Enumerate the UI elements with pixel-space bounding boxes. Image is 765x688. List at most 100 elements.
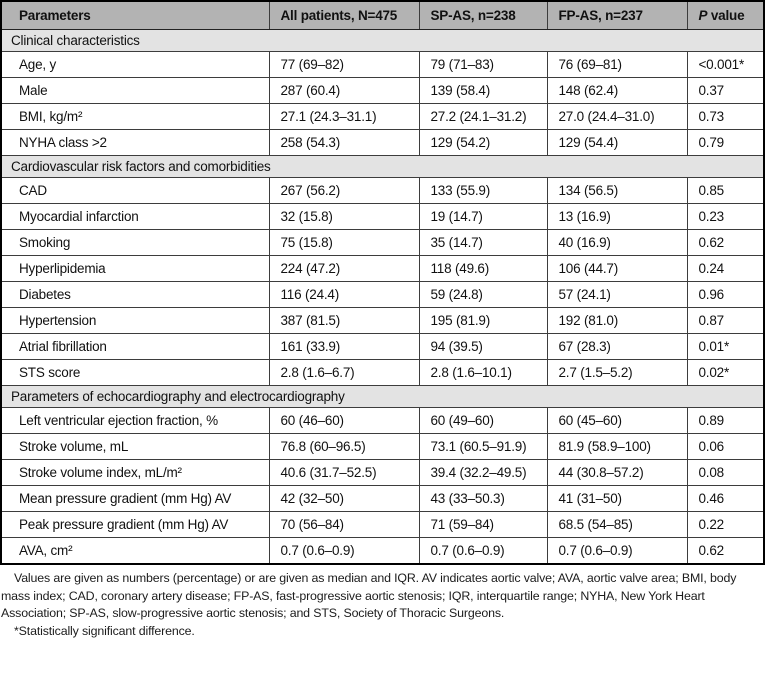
section-header-label: Clinical characteristics: [0, 29, 765, 52]
parameter-cell: AVA, cm²: [0, 537, 270, 565]
section-header-label: Parameters of echocardiography and elect…: [0, 385, 765, 408]
value-cell: 42 (32–50): [268, 485, 420, 512]
value-cell: 134 (56.5): [546, 177, 688, 204]
value-cell: 81.9 (58.9–100): [546, 433, 688, 460]
value-cell: 27.0 (24.4–31.0): [546, 103, 688, 130]
table-row: Hyperlipidemia 224 (47.2) 118 (49.6) 106 (4…: [0, 255, 765, 282]
value-cell: 0.73: [686, 103, 765, 130]
table-row: AVA, cm² 0.7 (0.6–0.9) 0.7 (0.6–0.9) 0.7 (0…: [0, 537, 765, 565]
value-cell: 41 (31–50): [546, 485, 688, 512]
value-cell: 67 (28.3): [546, 333, 688, 360]
value-cell: 19 (14.7): [418, 203, 548, 230]
value-cell: 70 (56–84): [268, 511, 420, 538]
parameter-cell: Hypertension: [0, 307, 270, 334]
value-cell: 57 (24.1): [546, 281, 688, 308]
value-cell: 192 (81.0): [546, 307, 688, 334]
value-cell: 60 (49–60): [418, 407, 548, 434]
table-footnotes: Values are given as numbers (percentage)…: [0, 565, 765, 640]
value-cell: 118 (49.6): [418, 255, 548, 282]
parameter-cell: Myocardial infarction: [0, 203, 270, 230]
value-cell: 129 (54.2): [418, 129, 548, 156]
value-cell: 0.06: [686, 433, 765, 460]
value-cell: 59 (24.8): [418, 281, 548, 308]
value-cell: 73.1 (60.5–91.9): [418, 433, 548, 460]
value-cell: 0.7 (0.6–0.9): [546, 537, 688, 565]
value-cell: 139 (58.4): [418, 77, 548, 104]
table-row: CAD 267 (56.2) 133 (55.9) 134 (56.5) 0.85: [0, 177, 765, 204]
footnote-general: Values are given as numbers (percentage)…: [1, 571, 737, 620]
table-row: Hypertension 387 (81.5) 195 (81.9) 192 (81.…: [0, 307, 765, 334]
value-cell: 0.7 (0.6–0.9): [268, 537, 420, 565]
value-cell: 0.62: [686, 537, 765, 565]
parameter-cell: Left ventricular ejection fraction, %: [0, 407, 270, 434]
parameter-cell: Hyperlipidemia: [0, 255, 270, 282]
parameter-cell: Stroke volume, mL: [0, 433, 270, 460]
value-cell: 2.8 (1.6–6.7): [268, 359, 420, 386]
value-cell: 129 (54.4): [546, 129, 688, 156]
table-row: NYHA class >2 258 (54.3) 129 (54.2) 129 (54…: [0, 129, 765, 156]
value-cell: 0.87: [686, 307, 765, 334]
value-cell: 39.4 (32.2–49.5): [418, 459, 548, 486]
value-cell: 76 (69–81): [546, 51, 688, 78]
value-cell: 0.08: [686, 459, 765, 486]
parameter-cell: Mean pressure gradient (mm Hg) AV: [0, 485, 270, 512]
footnote-significance: *Statistically significant difference.: [14, 623, 195, 638]
table-row: Stroke volume index, mL/m² 40.6 (31.7–52.…: [0, 459, 765, 486]
baseline-characteristics-table: Parameters All patients, N=475 SP-AS, n=…: [0, 0, 765, 565]
parameter-cell: Peak pressure gradient (mm Hg) AV: [0, 511, 270, 538]
p-value-rest: value: [707, 8, 745, 23]
section-header-row: Clinical characteristics: [0, 29, 765, 52]
value-cell: 27.2 (24.1–31.2): [418, 103, 548, 130]
value-cell: 43 (33–50.3): [418, 485, 548, 512]
value-cell: 287 (60.4): [268, 77, 420, 104]
table-row: Atrial fibrillation 161 (33.9) 94 (39.5) 67…: [0, 333, 765, 360]
value-cell: 2.8 (1.6–10.1): [418, 359, 548, 386]
value-cell: 77 (69–82): [268, 51, 420, 78]
value-cell: 60 (45–60): [546, 407, 688, 434]
value-cell: 0.96: [686, 281, 765, 308]
value-cell: 94 (39.5): [418, 333, 548, 360]
value-cell: 75 (15.8): [268, 229, 420, 256]
value-cell: 0.23: [686, 203, 765, 230]
parameter-cell: Male: [0, 77, 270, 104]
table-row: STS score 2.8 (1.6–6.7) 2.8 (1.6–10.1) 2.7 …: [0, 359, 765, 386]
table-row: Stroke volume, mL 76.8 (60–96.5) 73.1 (60.…: [0, 433, 765, 460]
parameter-cell: Stroke volume index, mL/m²: [0, 459, 270, 486]
value-cell: 71 (59–84): [418, 511, 548, 538]
parameter-cell: Atrial fibrillation: [0, 333, 270, 360]
parameter-cell: STS score: [0, 359, 270, 386]
value-cell: 2.7 (1.5–5.2): [546, 359, 688, 386]
value-cell: 0.24: [686, 255, 765, 282]
table-row: Peak pressure gradient (mm Hg) AV 70 (56–…: [0, 511, 765, 538]
table-row: Male 287 (60.4) 139 (58.4) 148 (62.4) 0.37: [0, 77, 765, 104]
value-cell: 40 (16.9): [546, 229, 688, 256]
value-cell: <0.001*: [686, 51, 765, 78]
section-header-row: Cardiovascular risk factors and comorbid…: [0, 155, 765, 178]
parameter-cell: Smoking: [0, 229, 270, 256]
parameter-cell: Diabetes: [0, 281, 270, 308]
table-header: Parameters All patients, N=475 SP-AS, n=…: [0, 0, 765, 30]
p-value-italic-letter: P: [698, 8, 708, 23]
value-cell: 76.8 (60–96.5): [268, 433, 420, 460]
value-cell: 224 (47.2): [268, 255, 420, 282]
value-cell: 0.79: [686, 129, 765, 156]
table-row: Left ventricular ejection fraction, % 60 …: [0, 407, 765, 434]
column-header-parameters: Parameters: [0, 0, 270, 30]
section-header-row: Parameters of echocardiography and elect…: [0, 385, 765, 408]
value-cell: 13 (16.9): [546, 203, 688, 230]
value-cell: 32 (15.8): [268, 203, 420, 230]
table-row: BMI, kg/m² 27.1 (24.3–31.1) 27.2 (24.1–31.…: [0, 103, 765, 130]
column-header-fp-as: FP-AS, n=237: [546, 0, 688, 30]
value-cell: 148 (62.4): [546, 77, 688, 104]
value-cell: 68.5 (54–85): [546, 511, 688, 538]
value-cell: 0.89: [686, 407, 765, 434]
value-cell: 133 (55.9): [418, 177, 548, 204]
value-cell: 387 (81.5): [268, 307, 420, 334]
value-cell: 106 (44.7): [546, 255, 688, 282]
table-row: Smoking 75 (15.8) 35 (14.7) 40 (16.9) 0.62: [0, 229, 765, 256]
value-cell: 0.22: [686, 511, 765, 538]
value-cell: 0.7 (0.6–0.9): [418, 537, 548, 565]
section-header-label: Cardiovascular risk factors and comorbid…: [0, 155, 765, 178]
table-row: Age, y 77 (69–82) 79 (71–83) 76 (69–81) <0.0…: [0, 51, 765, 78]
value-cell: 0.62: [686, 229, 765, 256]
